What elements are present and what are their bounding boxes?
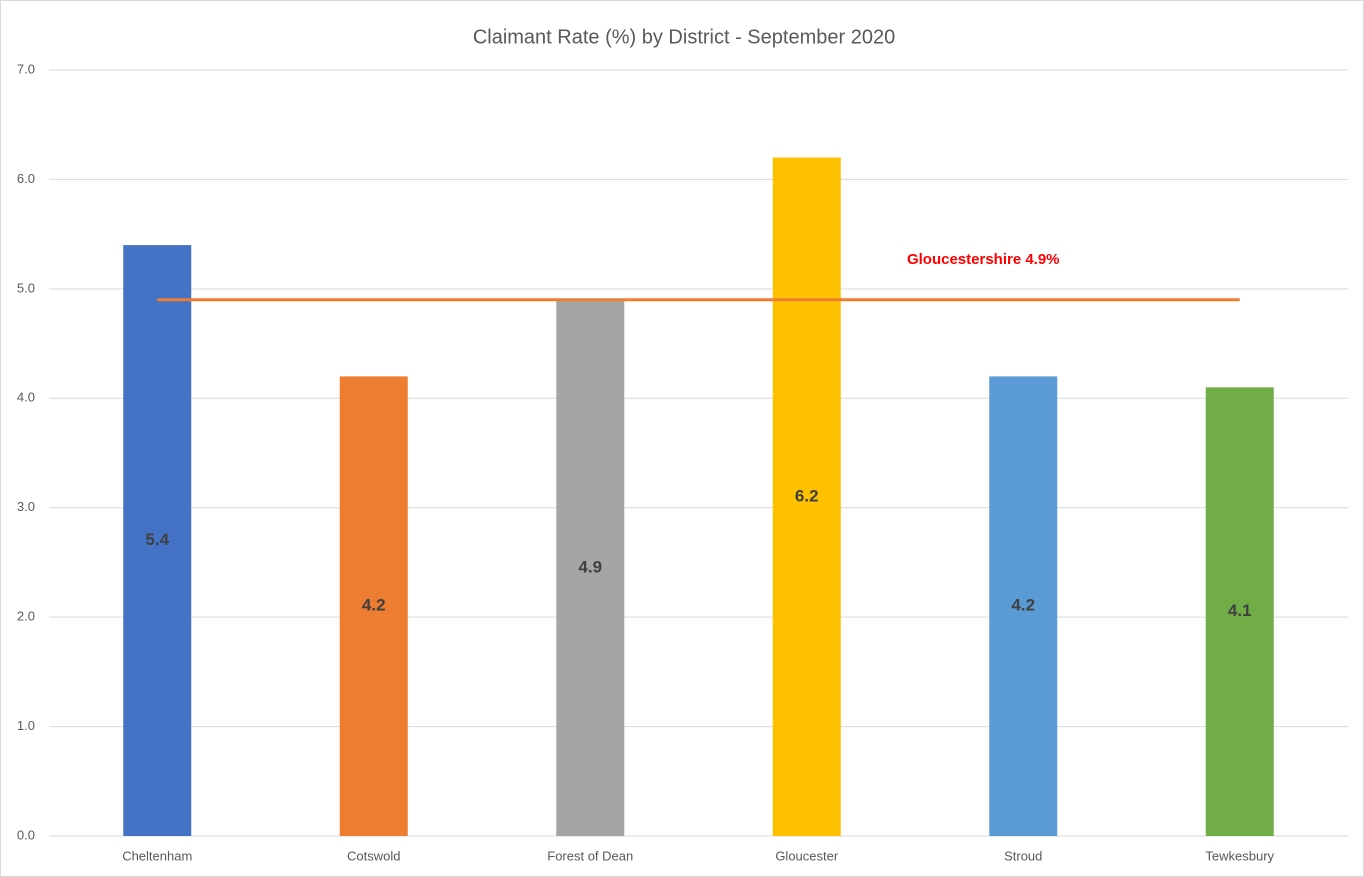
x-tick-label: Stroud bbox=[1004, 848, 1042, 863]
x-tick-label: Cotswold bbox=[347, 848, 400, 863]
x-tick-label: Gloucester bbox=[775, 848, 839, 863]
x-tick-label: Cheltenham bbox=[122, 848, 192, 863]
data-label: 4.2 bbox=[362, 596, 386, 615]
bar bbox=[989, 376, 1058, 836]
x-tick-label: Tewkesbury bbox=[1205, 848, 1274, 863]
bar bbox=[339, 376, 408, 836]
data-label: 5.4 bbox=[145, 530, 169, 549]
y-tick-label: 6.0 bbox=[17, 171, 35, 186]
bar bbox=[772, 157, 841, 837]
y-tick-label: 3.0 bbox=[17, 499, 35, 514]
bar bbox=[1205, 387, 1274, 836]
y-tick-label: 7.0 bbox=[17, 61, 35, 76]
chart-title: Claimant Rate (%) by District - Septembe… bbox=[473, 26, 895, 48]
data-label: 6.2 bbox=[795, 486, 819, 505]
y-tick-label: 5.0 bbox=[17, 280, 35, 295]
y-tick-label: 2.0 bbox=[17, 609, 35, 624]
data-label: 4.1 bbox=[1228, 601, 1252, 620]
bar bbox=[123, 245, 192, 837]
bar bbox=[556, 299, 625, 836]
data-label: 4.9 bbox=[578, 557, 602, 576]
y-tick-label: 0.0 bbox=[17, 827, 35, 842]
y-tick-label: 4.0 bbox=[17, 390, 35, 405]
reference-label: Gloucestershire 4.9% bbox=[907, 251, 1060, 268]
y-tick-label: 1.0 bbox=[17, 718, 35, 733]
x-tick-label: Forest of Dean bbox=[547, 848, 633, 863]
data-label: 4.2 bbox=[1011, 596, 1035, 615]
